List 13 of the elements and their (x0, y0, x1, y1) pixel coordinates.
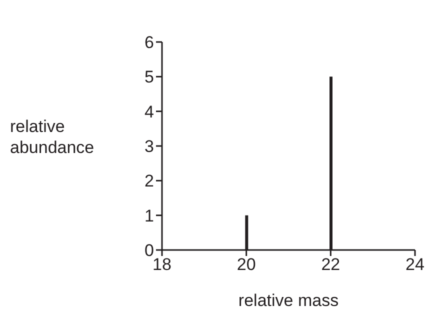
x-axis-title: relative mass (238, 291, 339, 310)
x-tick-label: 20 (236, 255, 256, 274)
y-tick-label: 0 (144, 241, 154, 260)
y-tick-label: 1 (144, 206, 154, 226)
y-tick-label: 4 (144, 102, 154, 122)
y-tick-label: 5 (144, 68, 154, 87)
x-tick-label: 22 (321, 255, 340, 274)
y-tick-label: 3 (144, 137, 154, 156)
y-tick-label: 2 (144, 172, 154, 191)
x-tick-label: 24 (406, 255, 424, 274)
y-axis-title: relative abundance (10, 116, 96, 158)
x-tick-label: 18 (152, 255, 172, 274)
y-tick-label: 6 (144, 33, 154, 52)
